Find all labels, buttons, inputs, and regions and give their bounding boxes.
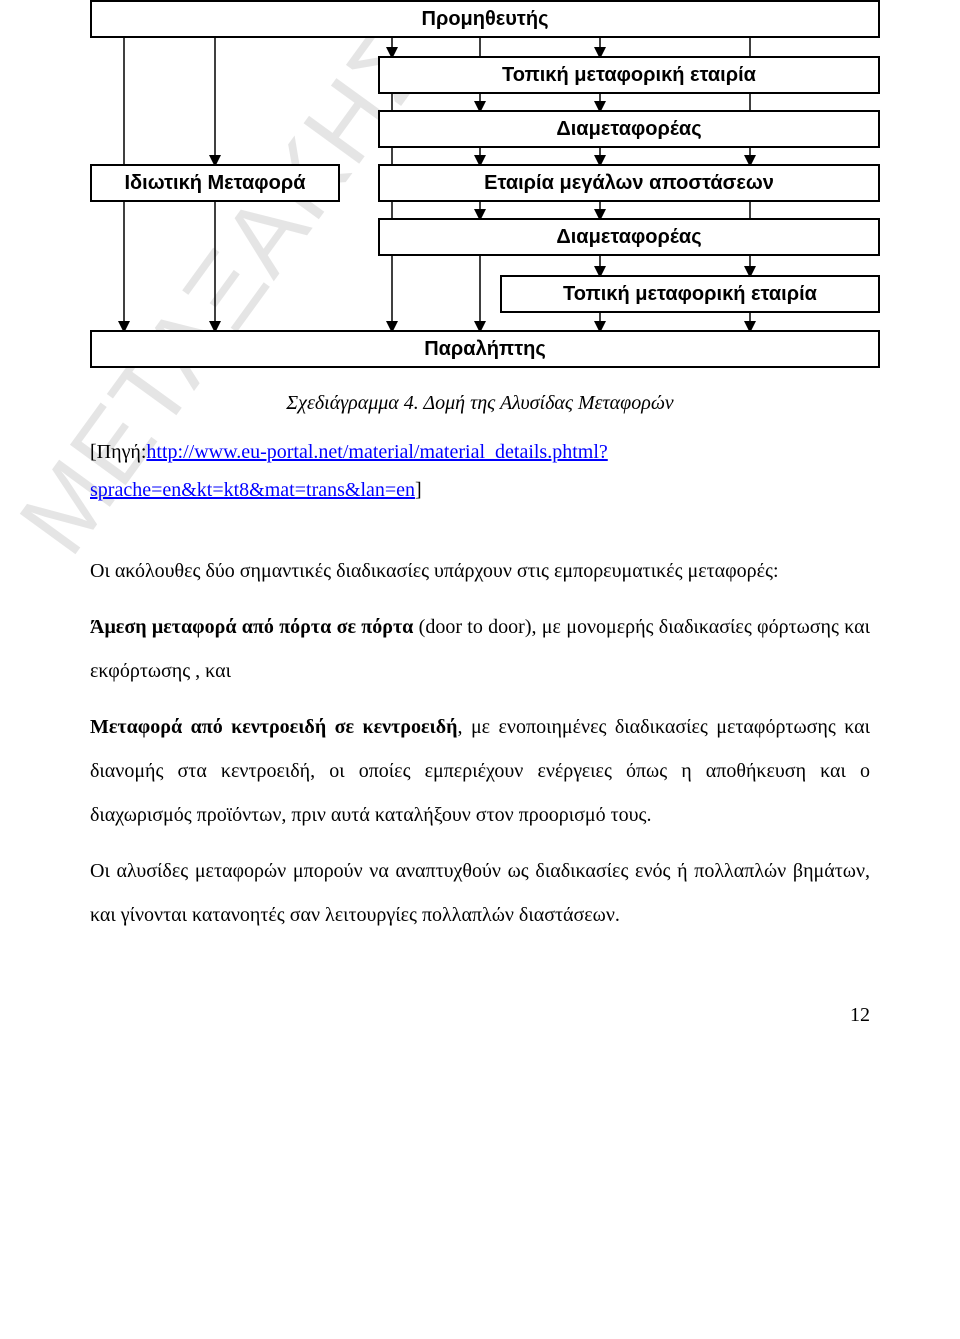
source-suffix: ] <box>415 479 422 501</box>
paragraph-3: Οι αλυσίδες μεταφορών μπορούν να αναπτυχ… <box>90 849 870 937</box>
flow-box-local1: Τοπική μεταφορική εταιρία <box>378 56 880 94</box>
flow-box-forwarder1: Διαμεταφορέας <box>378 110 880 148</box>
flow-box-forwarder2: Διαμεταφορέας <box>378 218 880 256</box>
paragraph-2: Μεταφορά από κεντροειδή σε κεντροειδή, μ… <box>90 705 870 837</box>
flow-box-supplier: Προμηθευτής <box>90 0 880 38</box>
p1-bold: Άμεση μεταφορά από πόρτα σε πόρτα <box>90 616 413 638</box>
p2-bold: Μεταφορά από κεντροειδή σε κεντροειδή <box>90 716 458 738</box>
page-number: 12 <box>0 949 960 1047</box>
flow-box-private: Ιδιωτική Μεταφορά <box>90 164 340 202</box>
flow-box-receiver: Παραλήπτης <box>90 330 880 368</box>
body-text: Οι ακόλουθες δύο σημαντικές διαδικασίες … <box>0 549 960 937</box>
diagram-caption: Σχεδιάγραμμα 4. Δομή της Αλυσίδας Μεταφο… <box>0 392 960 415</box>
source-prefix: [Πηγή: <box>90 441 146 463</box>
flowchart-container: Προμηθευτής Τοπική μεταφορική εταιρία Διαμ… <box>0 0 960 380</box>
paragraph-1: Άμεση μεταφορά από πόρτα σε πόρτα (door … <box>90 605 870 693</box>
flow-box-long: Εταιρία μεγάλων αποστάσεων <box>378 164 880 202</box>
source-link[interactable]: http://www.eu-portal.net/material/materi… <box>90 441 608 501</box>
paragraph-intro: Οι ακόλουθες δύο σημαντικές διαδικασίες … <box>90 549 870 593</box>
flow-box-local2: Τοπική μεταφορική εταιρία <box>500 275 880 313</box>
source-citation: [Πηγή:http://www.eu-portal.net/material/… <box>0 433 960 509</box>
